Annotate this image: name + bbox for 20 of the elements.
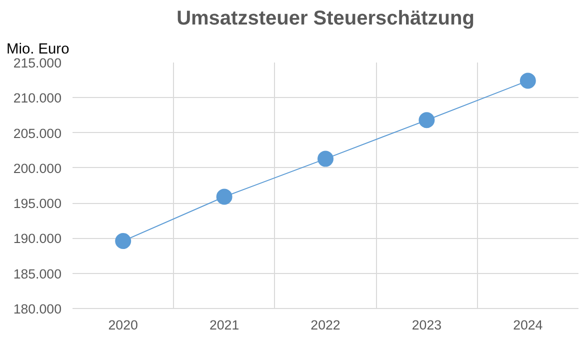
y-tick-label: 210.000	[13, 90, 62, 106]
x-tick-label: 2023	[412, 318, 442, 332]
y-tick-label: 215.000	[13, 56, 62, 70]
x-tick-label: 2022	[310, 318, 340, 332]
point	[216, 188, 232, 205]
y-tick-label: 185.000	[13, 266, 62, 282]
point	[115, 233, 132, 250]
point	[318, 150, 334, 167]
y-tick-label: 180.000	[13, 302, 62, 316]
y-axis-title: Mio. Euro	[6, 42, 70, 58]
x-tick-label: 2021	[209, 318, 240, 332]
x-tick-label: 2020	[108, 318, 138, 332]
x-tick-label: 2024	[513, 318, 544, 332]
y-tick-label: 205.000	[13, 126, 62, 141]
y-tick-label: 190.000	[13, 231, 62, 246]
chart-title: Umsatzsteuer Steuerschätzung	[176, 8, 474, 30]
point	[520, 72, 536, 89]
y-tick-label: 195.000	[13, 196, 62, 212]
y-tick-label: 200.000	[13, 160, 62, 176]
point	[418, 112, 435, 128]
